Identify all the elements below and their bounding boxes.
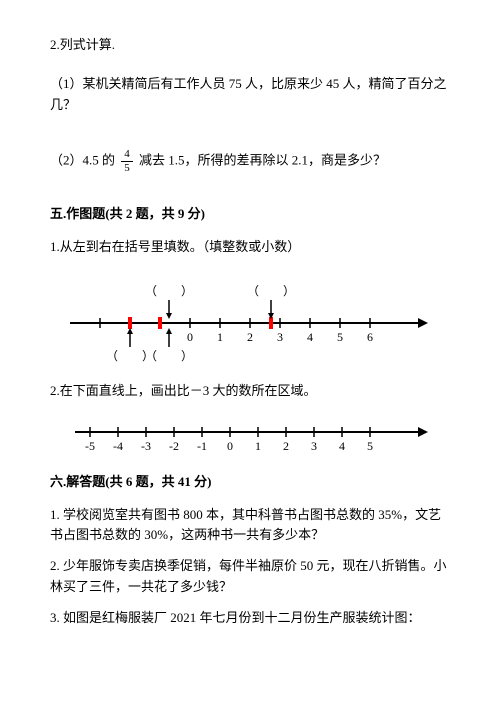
svg-text:2: 2 <box>283 439 289 453</box>
svg-text:5: 5 <box>367 439 373 453</box>
numberline-1-svg: 0123456（ ）（ ）（ ）（ ） <box>60 268 430 363</box>
sec6-q1: 1. 学校阅览室共有图书 800 本，其中科普书占图书总数的 35%，文艺书占图… <box>50 505 450 547</box>
sec5-q2: 2.在下面直线上，画出比－3 大的数所在区域。 <box>50 381 450 402</box>
svg-text:0: 0 <box>227 439 233 453</box>
svg-text:6: 6 <box>367 330 373 344</box>
svg-text:4: 4 <box>339 439 345 453</box>
svg-text:-4: -4 <box>113 439 123 453</box>
numberline-1-figure: 0123456（ ）（ ）（ ）（ ） <box>60 268 450 363</box>
fraction-numerator: 4 <box>121 149 133 162</box>
svg-text:-2: -2 <box>169 439 179 453</box>
svg-text:2: 2 <box>247 330 253 344</box>
svg-text:1: 1 <box>217 330 223 344</box>
svg-text:（ ）: （ ） <box>145 284 193 298</box>
q2-part1: （1）某机关精简后有工作人员 75 人，比原来少 45 人，精简了百分之几？ <box>50 74 450 116</box>
svg-text:-3: -3 <box>141 439 151 453</box>
q2-heading: 2.列式计算. <box>50 35 450 56</box>
sec5-q1: 1.从左到右在括号里填数。（填整数或小数） <box>50 237 450 258</box>
sec6-q3: 3. 如图是红梅服装厂 2021 年七月份到十二月份生产服装统计图： <box>50 608 450 629</box>
section6-heading: 六.解答题(共 6 题，共 41 分) <box>50 472 450 493</box>
svg-text:3: 3 <box>311 439 317 453</box>
sec6-q2: 2. 少年服饰专卖店换季促销，每件半袖原价 50 元，现在八折销售。小林买了三件… <box>50 556 450 598</box>
q2-part2-prefix: （2）4.5 的 <box>50 153 115 168</box>
svg-text:（ ）: （ ） <box>145 349 193 363</box>
fraction-denominator: 5 <box>121 162 133 174</box>
numberline-2-svg: -5 -4 -3 -2 -1 0 1 2 3 4 5 <box>60 412 430 454</box>
svg-text:-1: -1 <box>197 439 207 453</box>
svg-text:0: 0 <box>187 330 193 344</box>
numberline-2-figure: -5 -4 -3 -2 -1 0 1 2 3 4 5 <box>60 412 450 454</box>
fraction-4-5: 4 5 <box>121 149 133 174</box>
q2-part2: （2）4.5 的 4 5 减去 1.5，所得的差再除以 2.1，商是多少？ <box>50 149 450 174</box>
svg-text:4: 4 <box>307 330 313 344</box>
section5-heading: 五.作图题(共 2 题，共 9 分) <box>50 204 450 225</box>
svg-text:（ ）: （ ） <box>247 284 295 298</box>
svg-text:-5: -5 <box>85 439 95 453</box>
svg-text:1: 1 <box>255 439 261 453</box>
svg-text:5: 5 <box>337 330 343 344</box>
svg-text:3: 3 <box>277 330 283 344</box>
q2-part2-suffix: 减去 1.5，所得的差再除以 2.1，商是多少？ <box>139 153 386 168</box>
